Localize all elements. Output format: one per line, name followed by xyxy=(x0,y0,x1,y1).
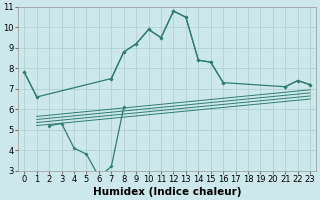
X-axis label: Humidex (Indice chaleur): Humidex (Indice chaleur) xyxy=(93,187,242,197)
